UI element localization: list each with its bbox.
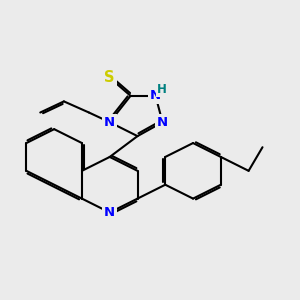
Text: N: N — [104, 206, 115, 219]
Text: N: N — [157, 116, 168, 129]
Text: N: N — [104, 116, 115, 129]
Text: S: S — [104, 70, 115, 85]
Text: H: H — [157, 83, 166, 96]
Text: N: N — [150, 89, 161, 102]
